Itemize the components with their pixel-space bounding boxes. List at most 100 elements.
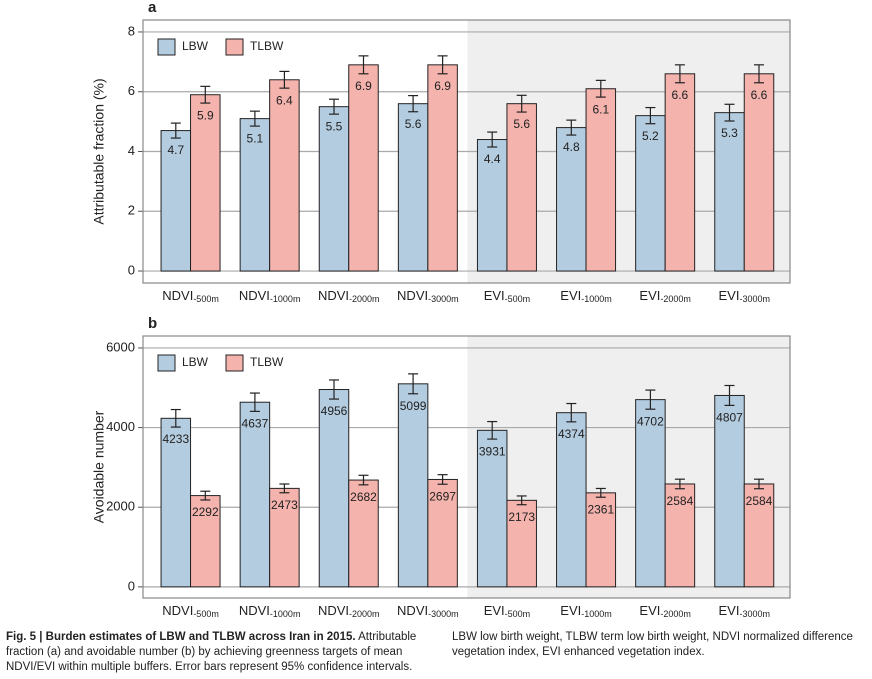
legend-swatch [225, 354, 244, 372]
x-tick-base: EVI [484, 603, 505, 618]
value-label: 2292 [192, 505, 219, 519]
error-bar [200, 490, 211, 501]
bar [664, 483, 696, 588]
x-tick-base: EVI [560, 603, 581, 618]
value-label: 4956 [321, 404, 348, 418]
value-label: 2473 [271, 498, 298, 512]
y-tick-label: 2000 [106, 499, 135, 514]
error-bar [437, 474, 448, 485]
y-axis-label: Avoidable number [91, 410, 107, 523]
x-tick-label: EVI-1000m [560, 288, 611, 304]
error-bar [724, 103, 735, 122]
value-label: 5.1 [247, 131, 264, 145]
error-bar [566, 119, 577, 136]
bar [714, 112, 745, 272]
bar [635, 399, 666, 588]
x-tick-sub: -500m [193, 609, 219, 619]
error-bar [595, 79, 606, 98]
x-tick-label: EVI-3000m [719, 288, 770, 304]
bar [397, 383, 429, 588]
legend-label: LBW [182, 39, 209, 53]
y-tick-label: 0 [128, 578, 135, 593]
error-bar [329, 379, 339, 400]
x-tick-base: NDVI [318, 288, 349, 303]
legend-swatch [225, 38, 244, 56]
bar [318, 389, 350, 588]
bar [506, 103, 537, 272]
legend-swatch [157, 354, 176, 372]
value-label: 6.6 [751, 88, 768, 102]
value-label: 2361 [587, 502, 614, 516]
x-tick-label: NDVI-1000m [239, 603, 301, 619]
error-bar [358, 474, 369, 486]
value-label: 4702 [637, 414, 664, 428]
x-tick-label: EVI-500m [484, 603, 530, 619]
value-label: 5.5 [326, 119, 343, 133]
caption-title: Fig. 5 | Burden estimates of LBW and TLB… [6, 631, 356, 643]
x-tick-sub: -1000m [270, 294, 301, 304]
x-tick-sub: -500m [505, 609, 531, 619]
error-bar [249, 392, 260, 412]
plot-frame [142, 335, 791, 599]
y-tick-label: 6000 [106, 339, 135, 354]
x-tick-label: NDVI-1000m [239, 288, 301, 304]
value-label: 4233 [162, 432, 189, 446]
bar [476, 139, 508, 272]
bar [635, 115, 666, 272]
value-label: 2682 [350, 490, 377, 504]
value-label: 5.9 [197, 108, 214, 122]
value-label: 6.9 [355, 79, 372, 93]
x-tick-base: NDVI [239, 603, 270, 618]
bar [585, 492, 617, 588]
x-tick-label: NDVI-500m [162, 603, 219, 619]
value-label: 6.9 [434, 79, 451, 93]
bar [190, 94, 221, 272]
x-tick-label: NDVI-2000m [318, 288, 380, 304]
y-tick-label: 2 [128, 203, 135, 218]
caption-text: Attributable fraction (a) and avoidable … [6, 631, 417, 673]
error-bar [170, 408, 181, 428]
value-label: 4.8 [563, 140, 580, 154]
x-tick-sub: -3000m [428, 294, 459, 304]
x-tick-base: EVI [719, 603, 740, 618]
bar [743, 483, 775, 588]
error-bar [595, 487, 606, 498]
x-tick-base: NDVI [318, 603, 349, 618]
x-tick-base: NDVI [397, 603, 428, 618]
bar [269, 79, 300, 272]
x-tick-sub: -1000m [581, 294, 612, 304]
value-label: 2697 [429, 489, 456, 503]
x-tick-sub: -2000m [660, 294, 691, 304]
error-bar [516, 495, 527, 506]
panel-label: b [148, 315, 157, 332]
x-tick-base: EVI [639, 288, 660, 303]
x-tick-base: EVI [560, 288, 581, 303]
x-tick-label: EVI-2000m [639, 288, 690, 304]
value-label: 4374 [558, 427, 585, 441]
x-tick-label: EVI-1000m [560, 603, 611, 619]
x-tick-sub: -2000m [660, 609, 691, 619]
bar [427, 478, 458, 588]
error-bar [487, 420, 498, 440]
value-label: 6.6 [672, 88, 689, 102]
value-label: 5.3 [721, 126, 738, 140]
error-bar [487, 131, 498, 148]
x-tick-sub: -1000m [581, 609, 612, 619]
x-tick-label: EVI-2000m [639, 603, 690, 619]
bar [556, 127, 587, 272]
value-label: 4.4 [484, 152, 501, 166]
panel-label: a [148, 0, 157, 16]
error-bar [674, 64, 685, 84]
legend-swatch [157, 38, 176, 56]
bar [743, 73, 775, 272]
legend-label: LBW [182, 355, 209, 369]
y-tick-label: 6 [128, 83, 135, 98]
x-tick-label: NDVI-3000m [397, 288, 459, 304]
error-bar [249, 110, 260, 127]
error-bar [724, 384, 735, 407]
error-bar [408, 373, 419, 395]
value-label: 2173 [508, 510, 535, 524]
error-bar [279, 70, 290, 89]
x-tick-sub: -3000m [428, 609, 459, 619]
value-label: 5.6 [513, 117, 530, 131]
